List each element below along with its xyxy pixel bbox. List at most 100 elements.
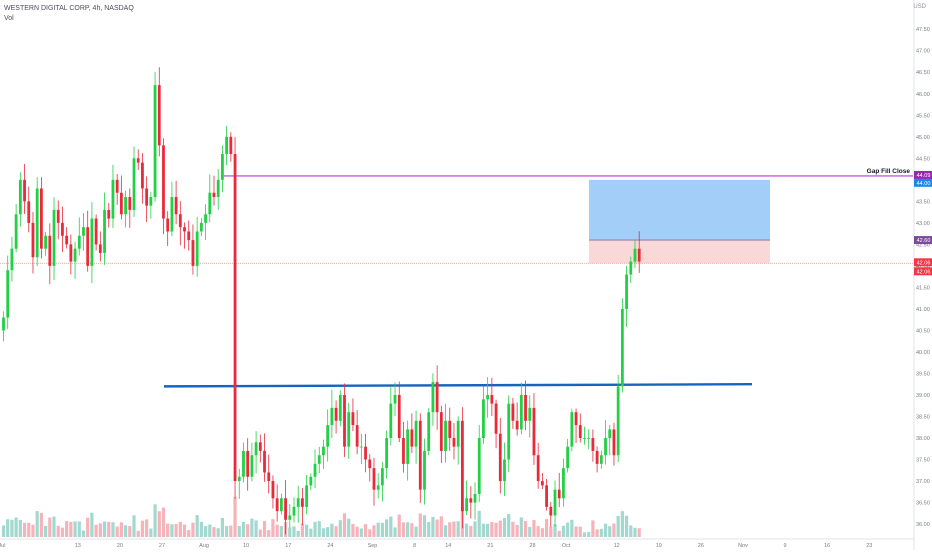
y-tick-label: 41.00 bbox=[916, 307, 930, 313]
volume-bar bbox=[199, 521, 203, 537]
candle-body bbox=[574, 412, 578, 426]
volume-bar bbox=[81, 530, 86, 537]
last-price-badge: 42.06 bbox=[917, 260, 931, 266]
volume-bar bbox=[305, 524, 309, 537]
candle-body bbox=[364, 446, 367, 460]
candle-body bbox=[23, 179, 26, 202]
volume-bar bbox=[376, 522, 380, 537]
candle-body bbox=[187, 231, 191, 241]
candle-body bbox=[397, 394, 401, 439]
candle-body bbox=[313, 463, 317, 477]
volume-bar bbox=[149, 528, 153, 537]
volume-bar bbox=[237, 526, 241, 537]
volume-bar bbox=[519, 517, 523, 537]
volume-bar bbox=[145, 519, 149, 537]
volume-bar bbox=[570, 519, 574, 537]
candle-body bbox=[435, 382, 439, 413]
volume-bar bbox=[338, 520, 342, 537]
candle-body bbox=[532, 407, 536, 456]
candle-body bbox=[599, 455, 603, 464]
gap-fill-label: Gap Fill Close bbox=[867, 168, 911, 175]
x-tick-label: 28 bbox=[529, 543, 535, 549]
candle-body bbox=[48, 235, 52, 266]
candle-body bbox=[10, 248, 14, 271]
candle-body bbox=[410, 429, 414, 447]
volume-bar bbox=[258, 529, 262, 537]
candle-body bbox=[204, 214, 207, 223]
volume-bar bbox=[427, 522, 431, 537]
candle-body bbox=[317, 455, 321, 464]
volume-bar bbox=[624, 515, 629, 537]
candle-body bbox=[52, 209, 56, 266]
candles bbox=[2, 67, 641, 535]
candle-body bbox=[637, 248, 641, 262]
volume-bar bbox=[532, 520, 536, 537]
candle-body bbox=[334, 407, 338, 421]
candle-body bbox=[301, 498, 304, 507]
candle-body bbox=[330, 407, 334, 426]
candle-body bbox=[587, 438, 591, 439]
y-tick-label: 39.00 bbox=[916, 393, 930, 399]
candle-body bbox=[153, 85, 157, 198]
volume-bar bbox=[431, 516, 435, 537]
volume-bar bbox=[271, 519, 275, 537]
volume-bar bbox=[359, 528, 363, 537]
volume-bar bbox=[132, 515, 136, 537]
volume-bar bbox=[448, 522, 452, 537]
gap-fill-badge: 44.09 bbox=[917, 173, 931, 179]
y-tick-label: 46.00 bbox=[916, 92, 930, 98]
last-price-badge-bg bbox=[914, 258, 932, 267]
x-tick-label: 14 bbox=[445, 543, 451, 549]
volume-bar bbox=[6, 519, 10, 537]
candle-body bbox=[456, 420, 460, 447]
entry-badge: 44.00 bbox=[917, 181, 931, 187]
last-price-badge-2-bg bbox=[914, 267, 932, 276]
candle-body bbox=[359, 446, 363, 448]
y-tick-label: 39.50 bbox=[916, 371, 930, 377]
candle-body bbox=[149, 197, 153, 206]
candle-body bbox=[393, 394, 397, 404]
volume-bar bbox=[418, 513, 422, 537]
volume-bar bbox=[56, 525, 60, 537]
x-tick-label: 24 bbox=[327, 543, 333, 549]
volume-bar bbox=[372, 525, 376, 537]
volume-bar bbox=[250, 518, 254, 537]
y-tick-label: 43.00 bbox=[916, 221, 930, 227]
candle-body bbox=[254, 442, 258, 456]
candle-body bbox=[145, 188, 149, 206]
volume-bar bbox=[111, 522, 115, 537]
candle-body bbox=[519, 394, 523, 430]
candle-body bbox=[94, 218, 98, 245]
volume-bar bbox=[544, 519, 549, 537]
candle-body bbox=[477, 438, 481, 494]
volume-bar bbox=[86, 517, 90, 537]
volume-bar bbox=[502, 518, 507, 537]
candle-body bbox=[31, 222, 35, 258]
candle-body bbox=[633, 248, 637, 262]
candle-body bbox=[322, 446, 325, 456]
candle-body bbox=[608, 429, 612, 439]
volume-bar bbox=[368, 529, 372, 537]
volume-bar bbox=[633, 527, 637, 537]
volume-bars bbox=[1, 496, 641, 537]
volume-bar bbox=[178, 521, 182, 537]
candle-body bbox=[309, 476, 313, 486]
x-tick-label: Oct bbox=[562, 543, 571, 549]
volume-bar bbox=[351, 523, 355, 537]
candle-body bbox=[39, 188, 43, 249]
volume-bar bbox=[48, 517, 52, 537]
volume-bar bbox=[574, 526, 578, 537]
candle-body bbox=[166, 218, 170, 232]
gap-fill-badge-bg bbox=[914, 170, 932, 179]
candle-body bbox=[119, 192, 123, 215]
candle-body bbox=[233, 154, 237, 482]
volume-bar bbox=[140, 520, 145, 537]
y-tick-label: 41.50 bbox=[916, 285, 930, 291]
x-tick-label: 16 bbox=[824, 543, 830, 549]
volume-bar bbox=[380, 522, 384, 537]
volume-bar bbox=[528, 526, 532, 537]
candle-body bbox=[570, 412, 574, 447]
volume-bar bbox=[498, 520, 502, 537]
